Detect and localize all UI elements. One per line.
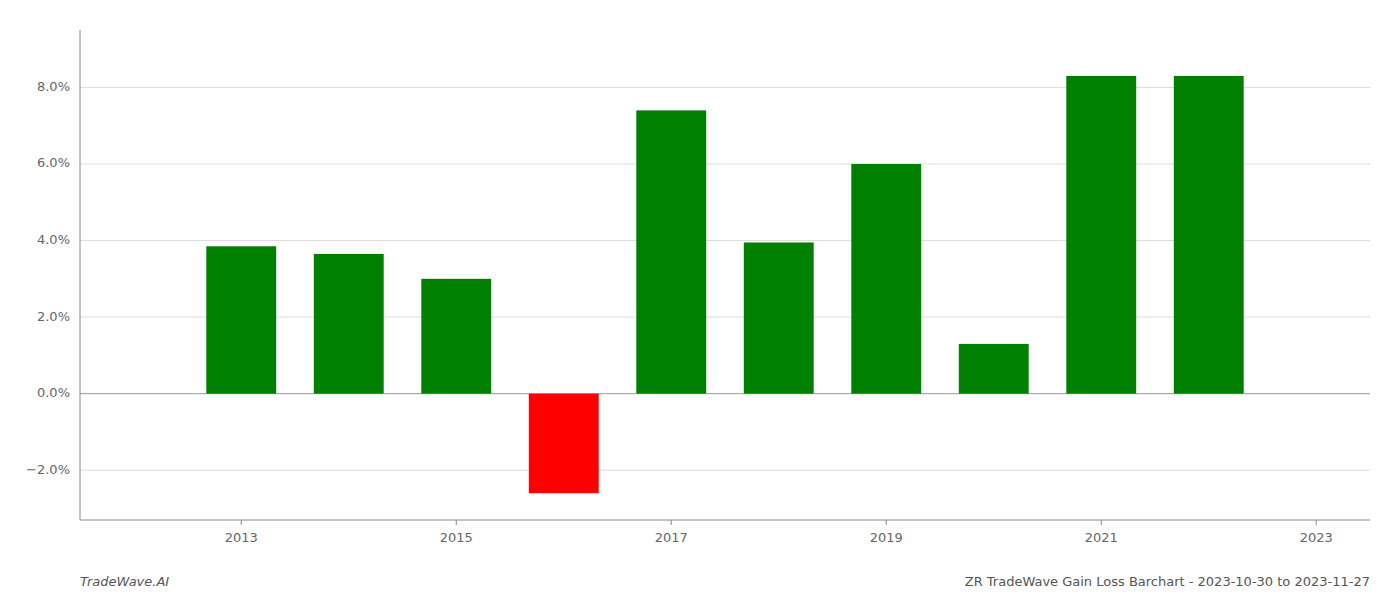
x-tick-label: 2013 (225, 530, 258, 545)
bars (206, 76, 1243, 493)
x-tick-label: 2021 (1085, 530, 1118, 545)
x-axis-line (80, 520, 1370, 521)
chart-svg: −2.0%0.0%2.0%4.0%6.0%8.0%201320152017201… (0, 0, 1400, 600)
y-tick-label: 4.0% (37, 232, 70, 247)
y-tick-label: 0.0% (37, 385, 70, 400)
x-tick-label: 2017 (655, 530, 688, 545)
x-ticks: 2013 2015 2017 2019 2021 2023 (225, 520, 1333, 545)
x-tick (456, 520, 457, 525)
y-tick-labels: −2.0% 0.0% 2.0% 4.0% 6.0% 8.0% (26, 79, 70, 477)
bar (1174, 76, 1244, 394)
x-tick-label: 2023 (1300, 530, 1333, 545)
bar (851, 164, 921, 394)
bar (636, 110, 706, 393)
bar (206, 246, 276, 393)
chart-title: ZR TradeWave Gain Loss Barchart - 2023-1… (965, 574, 1370, 589)
x-tick (1316, 520, 1317, 525)
x-tick-label: 2015 (440, 530, 473, 545)
y-tick-label: 6.0% (37, 155, 70, 170)
y-tick-label: −2.0% (26, 462, 70, 477)
bar (314, 254, 384, 394)
y-tick-label: 2.0% (37, 309, 70, 324)
y-axis-line (80, 30, 81, 520)
bar (421, 279, 491, 394)
x-tick (886, 520, 887, 525)
bar (744, 242, 814, 393)
x-tick (1101, 520, 1102, 525)
x-tick (671, 520, 672, 525)
bar (529, 394, 599, 494)
footer-annotation: TradeWave.AI (80, 574, 169, 589)
bar (959, 344, 1029, 394)
x-tick-label: 2019 (870, 530, 903, 545)
y-tick-label: 8.0% (37, 79, 70, 94)
chart-container: −2.0%0.0%2.0%4.0%6.0%8.0%201320152017201… (0, 0, 1400, 600)
x-tick (241, 520, 242, 525)
grid-line (80, 470, 1370, 471)
bar (1066, 76, 1136, 394)
